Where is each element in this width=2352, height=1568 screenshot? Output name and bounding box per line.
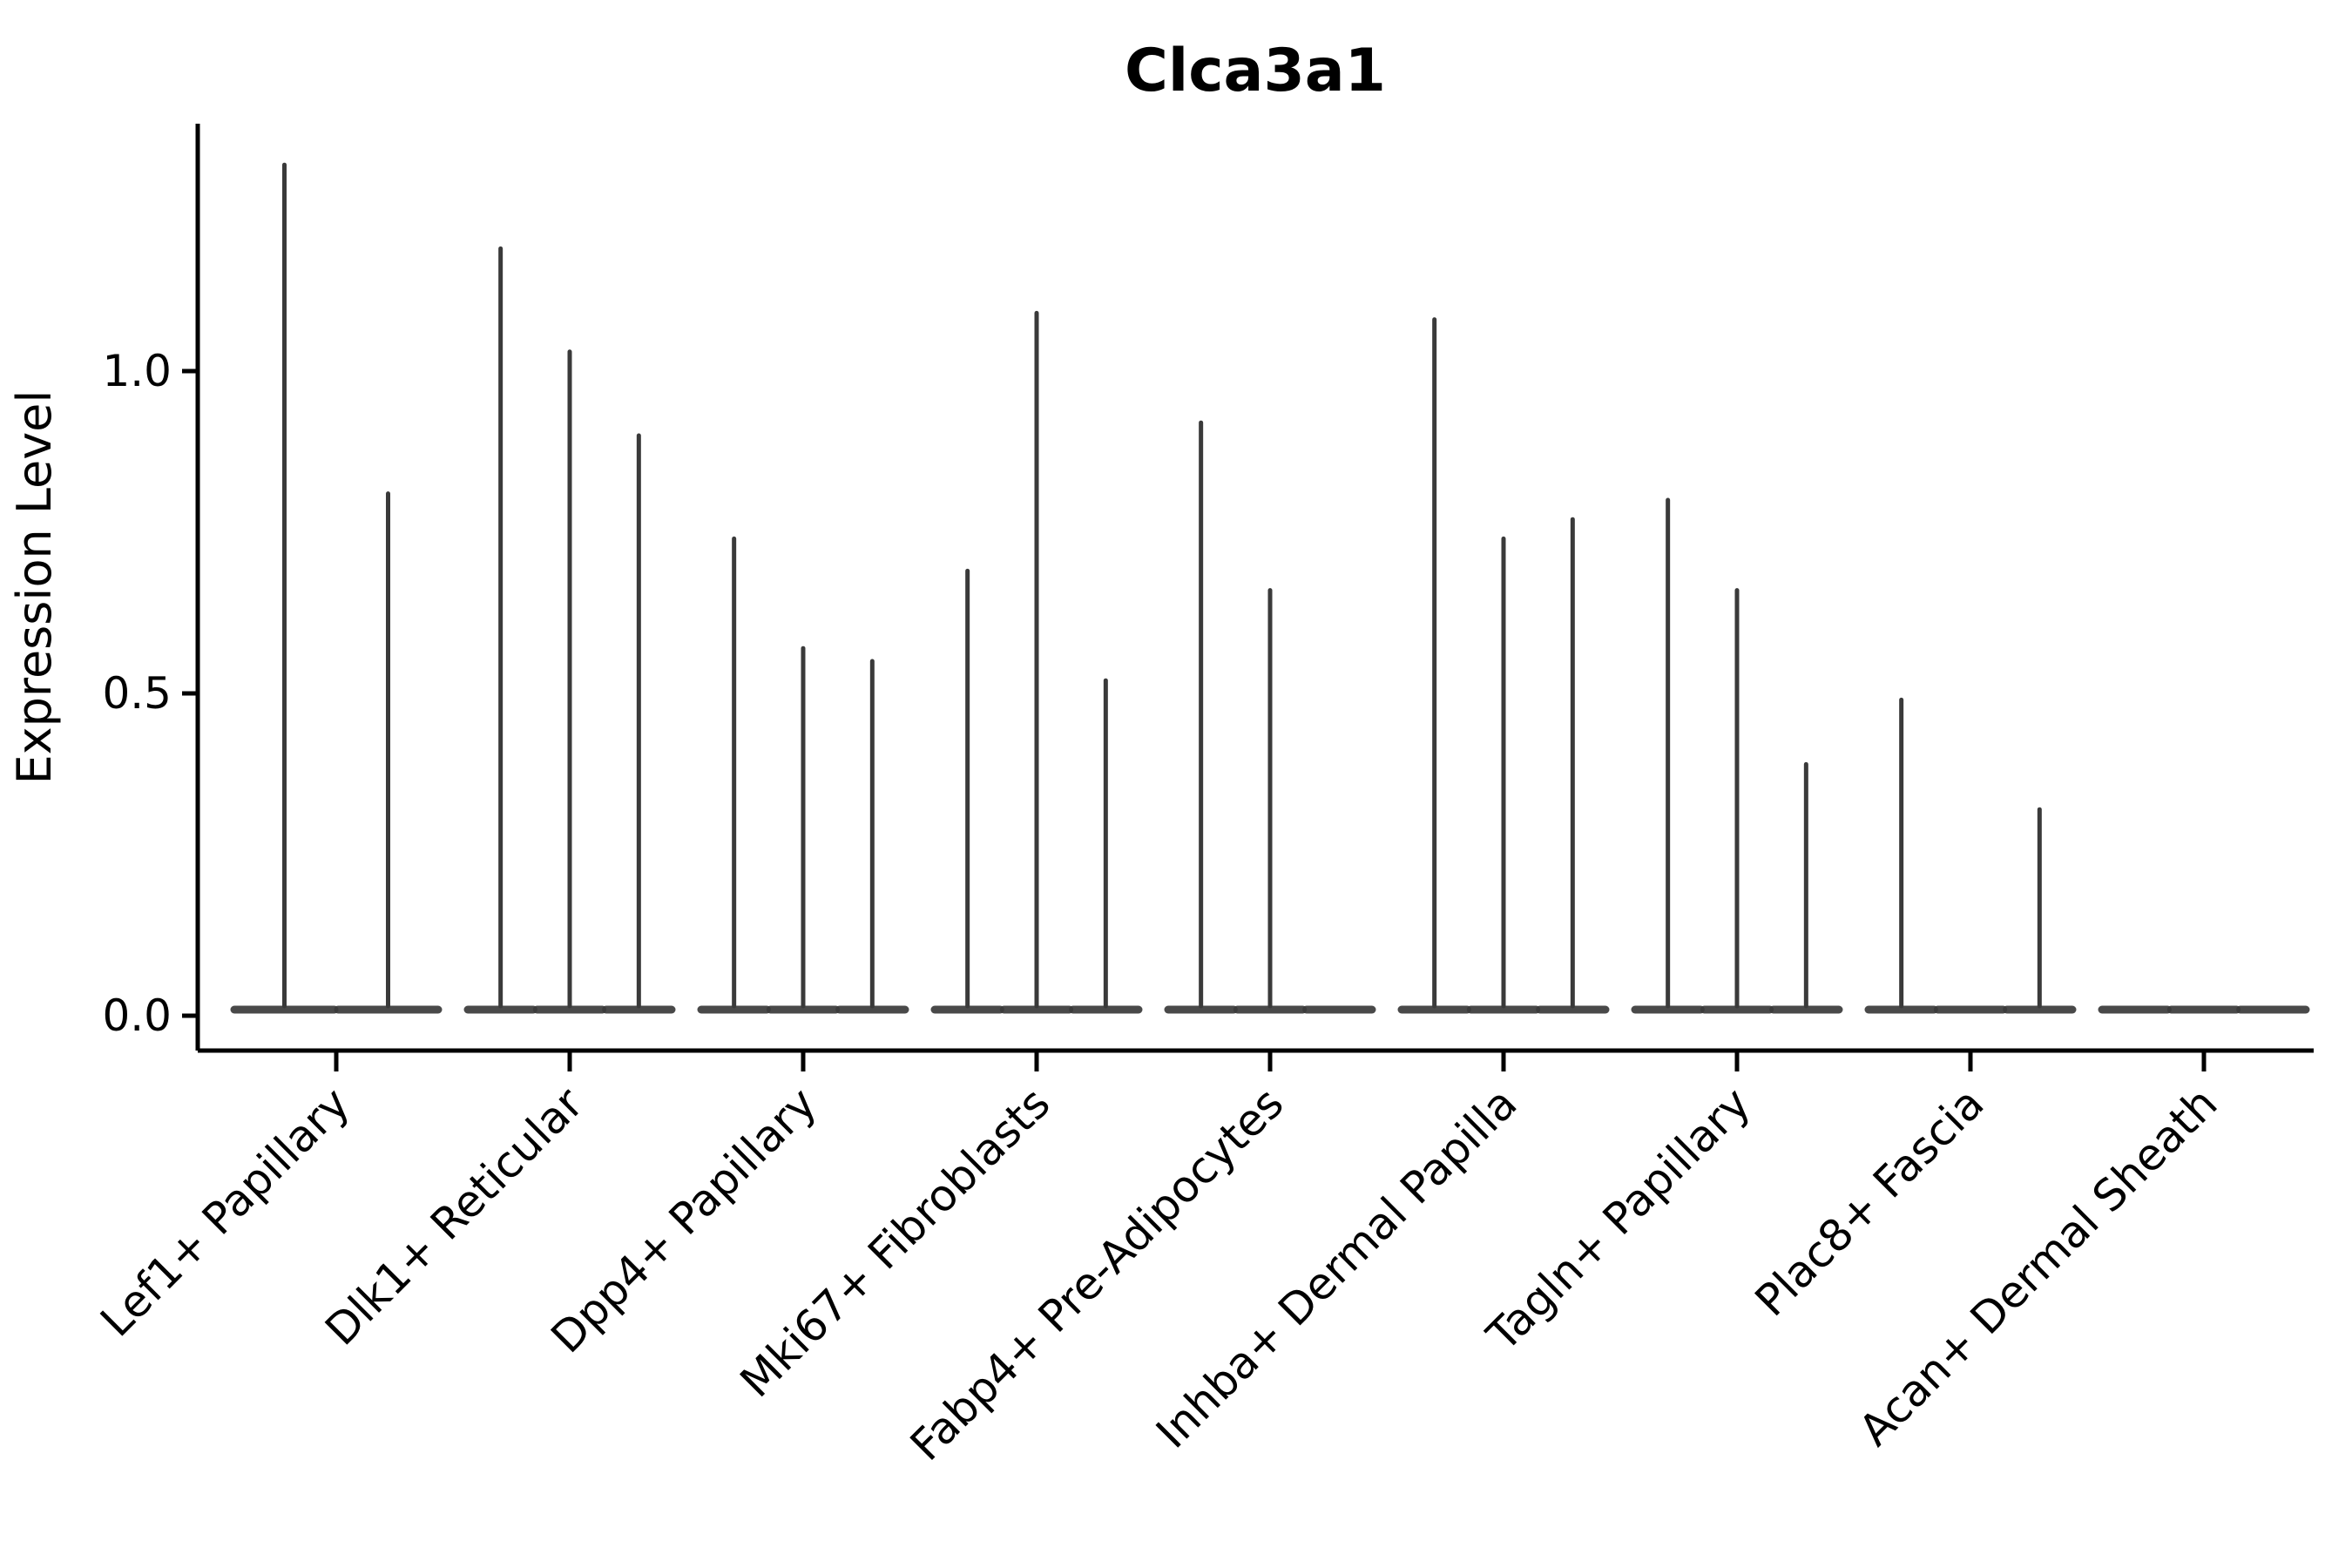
y-tick-label: 1.0 [102, 346, 172, 396]
chart-title: Clca3a1 [1125, 37, 1386, 105]
x-tick-label: Plac8+ Fascia [1746, 1078, 1994, 1326]
y-axis-label: Expression Level [7, 390, 62, 785]
x-tick-label: Fabp4+ Pre-Adipocytes [901, 1078, 1294, 1470]
violins [230, 162, 2310, 1014]
y-tick-label: 0.5 [102, 668, 172, 719]
x-tick-label: Dlk1+ Reticular [315, 1078, 592, 1355]
y-tick-label: 0.0 [102, 990, 172, 1041]
axes [195, 124, 2314, 1053]
y-tick-labels: 0.0 0.5 1.0 [102, 346, 198, 1041]
x-tick-label: Lef1+ Papillary [91, 1078, 359, 1346]
